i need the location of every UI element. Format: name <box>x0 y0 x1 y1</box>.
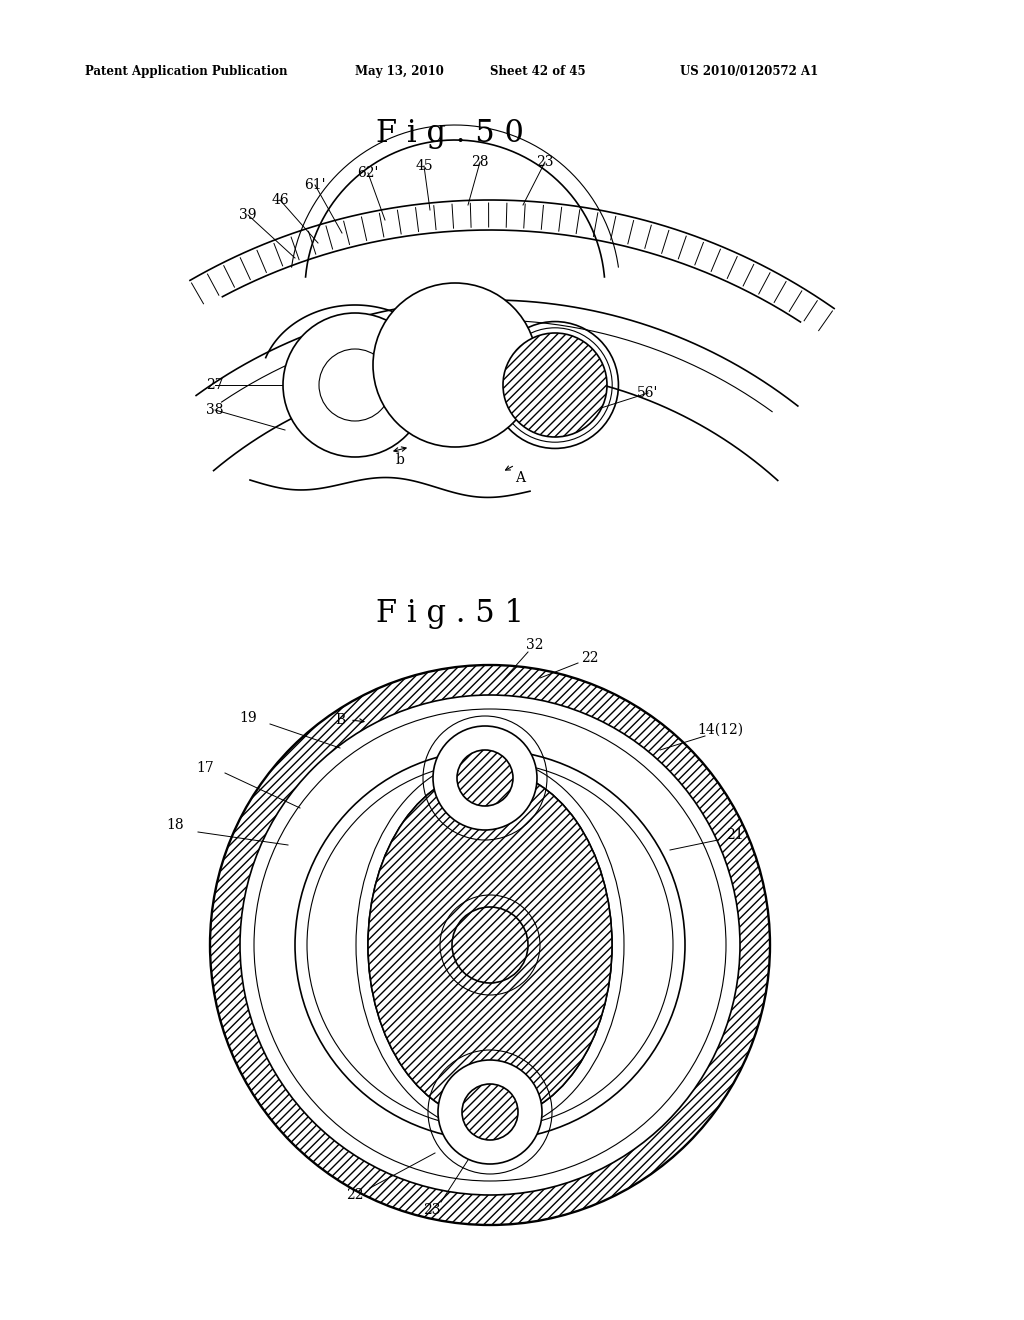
Circle shape <box>457 750 513 807</box>
Text: 32: 32 <box>526 638 544 652</box>
Text: 22: 22 <box>582 651 599 665</box>
Circle shape <box>503 333 607 437</box>
Text: 38: 38 <box>206 403 224 417</box>
Text: 61': 61' <box>304 178 326 191</box>
Ellipse shape <box>368 770 612 1119</box>
Text: 56': 56' <box>637 385 658 400</box>
Text: 46: 46 <box>271 193 289 207</box>
Text: A: A <box>563 923 573 937</box>
Circle shape <box>283 313 427 457</box>
Text: F i g . 5 0: F i g . 5 0 <box>376 117 524 149</box>
Ellipse shape <box>369 771 611 1119</box>
Text: Sheet 42 of 45: Sheet 42 of 45 <box>490 65 586 78</box>
Circle shape <box>240 696 740 1195</box>
Text: 39: 39 <box>240 209 257 222</box>
Circle shape <box>452 907 528 983</box>
Text: 62': 62' <box>357 166 379 180</box>
Text: US 2010/0120572 A1: US 2010/0120572 A1 <box>680 65 818 78</box>
Circle shape <box>438 1060 542 1164</box>
Text: 27: 27 <box>206 378 224 392</box>
Ellipse shape <box>368 770 612 1119</box>
Text: A: A <box>515 471 525 484</box>
Circle shape <box>462 1084 518 1140</box>
Circle shape <box>295 750 685 1140</box>
Text: 28: 28 <box>471 154 488 169</box>
Text: 14(12): 14(12) <box>697 723 743 737</box>
Text: B: B <box>335 713 345 727</box>
Text: 23: 23 <box>423 1203 440 1217</box>
Text: 17: 17 <box>197 762 214 775</box>
Text: b: b <box>395 453 404 467</box>
Text: 19: 19 <box>240 711 257 725</box>
Circle shape <box>373 282 537 447</box>
Text: 23: 23 <box>537 154 554 169</box>
Text: F i g . 5 1: F i g . 5 1 <box>376 598 524 630</box>
Text: 21: 21 <box>726 828 743 842</box>
Text: 45: 45 <box>415 158 433 173</box>
Circle shape <box>210 665 770 1225</box>
Circle shape <box>433 726 537 830</box>
Text: May 13, 2010: May 13, 2010 <box>355 65 443 78</box>
Text: 22: 22 <box>346 1188 364 1203</box>
Text: Patent Application Publication: Patent Application Publication <box>85 65 288 78</box>
Text: 18: 18 <box>166 818 184 832</box>
